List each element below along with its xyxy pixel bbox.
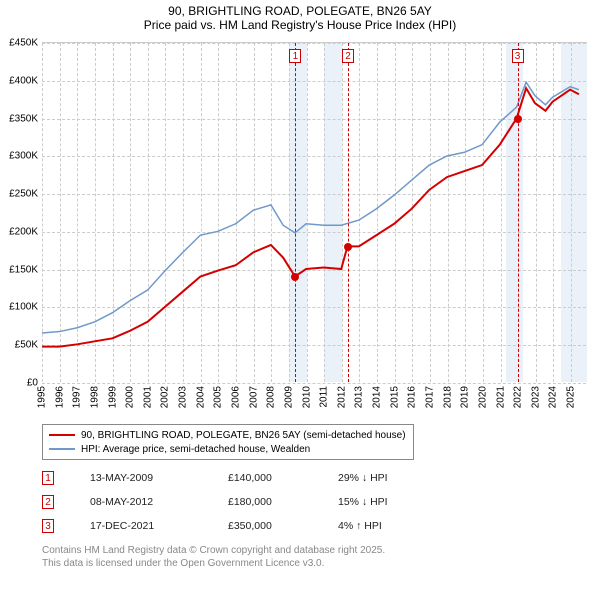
x-axis-label: 2014 bbox=[372, 386, 383, 408]
sale-dot bbox=[514, 115, 522, 123]
sales-row-index: 1 bbox=[42, 471, 54, 485]
x-axis-label: 2016 bbox=[407, 386, 418, 408]
x-axis-label: 2024 bbox=[548, 386, 559, 408]
x-axis-label: 2012 bbox=[336, 386, 347, 408]
x-axis-label: 2000 bbox=[125, 386, 136, 408]
sale-marker-line bbox=[518, 43, 519, 382]
line-plot bbox=[42, 43, 586, 382]
y-axis-label: £50K bbox=[15, 340, 38, 351]
footer-line-1: Contains HM Land Registry data © Crown c… bbox=[42, 544, 385, 557]
titles: 90, BRIGHTLING ROAD, POLEGATE, BN26 5AY … bbox=[0, 0, 600, 32]
x-axis-label: 2015 bbox=[389, 386, 400, 408]
sales-row-delta: 15% ↓ HPI bbox=[338, 496, 458, 508]
x-axis-label: 2003 bbox=[178, 386, 189, 408]
chart-container: 90, BRIGHTLING ROAD, POLEGATE, BN26 5AY … bbox=[0, 0, 600, 590]
x-axis-label: 1996 bbox=[54, 386, 65, 408]
x-axis-label: 2007 bbox=[248, 386, 259, 408]
y-axis-label: £100K bbox=[9, 302, 38, 313]
sales-row-price: £140,000 bbox=[228, 472, 338, 484]
x-axis-label: 2001 bbox=[142, 386, 153, 408]
y-axis-label: £250K bbox=[9, 189, 38, 200]
y-axis-label: £450K bbox=[9, 38, 38, 49]
x-axis-label: 1997 bbox=[72, 386, 83, 408]
x-axis-label: 2023 bbox=[530, 386, 541, 408]
footer-line-2: This data is licensed under the Open Gov… bbox=[42, 557, 385, 570]
y-axis-label: £400K bbox=[9, 75, 38, 86]
sales-row-index: 2 bbox=[42, 495, 54, 509]
sale-marker-box: 3 bbox=[512, 49, 524, 63]
sales-row-price: £350,000 bbox=[228, 520, 338, 532]
title-line-1: 90, BRIGHTLING ROAD, POLEGATE, BN26 5AY bbox=[0, 4, 600, 18]
x-axis-label: 2009 bbox=[283, 386, 294, 408]
x-axis-label: 2004 bbox=[195, 386, 206, 408]
sale-marker-box: 1 bbox=[289, 49, 301, 63]
legend-swatch bbox=[49, 448, 75, 450]
sales-row-price: £180,000 bbox=[228, 496, 338, 508]
x-axis-label: 2022 bbox=[513, 386, 524, 408]
sales-row-index: 3 bbox=[42, 519, 54, 533]
y-axis-label: £200K bbox=[9, 226, 38, 237]
x-axis-label: 2002 bbox=[160, 386, 171, 408]
legend: 90, BRIGHTLING ROAD, POLEGATE, BN26 5AY … bbox=[42, 424, 414, 460]
x-axis-label: 2005 bbox=[213, 386, 224, 408]
legend-label: HPI: Average price, semi-detached house,… bbox=[81, 444, 310, 455]
sale-dot bbox=[291, 273, 299, 281]
y-axis-label: £350K bbox=[9, 113, 38, 124]
series-hpi bbox=[42, 82, 579, 333]
sales-row: 1 13-MAY-2009£140,00029% ↓ HPI bbox=[42, 466, 458, 490]
x-axis-label: 1998 bbox=[89, 386, 100, 408]
x-axis-label: 2017 bbox=[425, 386, 436, 408]
footer: Contains HM Land Registry data © Crown c… bbox=[42, 544, 385, 570]
sale-marker-line bbox=[348, 43, 349, 382]
sales-table: 1 13-MAY-2009£140,00029% ↓ HPI 2 08-MAY-201… bbox=[42, 466, 458, 538]
title-line-2: Price paid vs. HM Land Registry's House … bbox=[0, 18, 600, 32]
x-axis-label: 2018 bbox=[442, 386, 453, 408]
x-axis-label: 2008 bbox=[266, 386, 277, 408]
x-axis-label: 2025 bbox=[566, 386, 577, 408]
x-axis-label: 2020 bbox=[477, 386, 488, 408]
legend-swatch bbox=[49, 434, 75, 436]
x-axis-label: 2013 bbox=[354, 386, 365, 408]
sales-row-date: 13-MAY-2009 bbox=[90, 472, 228, 484]
sales-row-date: 08-MAY-2012 bbox=[90, 496, 228, 508]
sales-row-delta: 4% ↑ HPI bbox=[338, 520, 458, 532]
legend-label: 90, BRIGHTLING ROAD, POLEGATE, BN26 5AY … bbox=[81, 430, 406, 441]
sale-marker-line bbox=[295, 43, 296, 382]
x-axis-label: 2010 bbox=[301, 386, 312, 408]
sales-row: 2 08-MAY-2012£180,00015% ↓ HPI bbox=[42, 490, 458, 514]
x-axis-label: 2011 bbox=[319, 386, 330, 408]
legend-item: HPI: Average price, semi-detached house,… bbox=[49, 442, 407, 456]
y-axis-label: £150K bbox=[9, 264, 38, 275]
sales-row: 3 17-DEC-2021£350,0004% ↑ HPI bbox=[42, 514, 458, 538]
x-axis-label: 2021 bbox=[495, 386, 506, 408]
sales-row-date: 17-DEC-2021 bbox=[90, 520, 228, 532]
sale-dot bbox=[344, 243, 352, 251]
x-axis-label: 1999 bbox=[107, 386, 118, 408]
h-gridline bbox=[42, 383, 586, 384]
series-price_paid bbox=[42, 88, 579, 346]
sales-row-delta: 29% ↓ HPI bbox=[338, 472, 458, 484]
sale-marker-box: 2 bbox=[342, 49, 354, 63]
x-axis-label: 1995 bbox=[37, 386, 48, 408]
legend-item: 90, BRIGHTLING ROAD, POLEGATE, BN26 5AY … bbox=[49, 428, 407, 442]
y-axis-label: £300K bbox=[9, 151, 38, 162]
x-axis-label: 2019 bbox=[460, 386, 471, 408]
chart-area: 123 £0£50K£100K£150K£200K£250K£300K£350K… bbox=[42, 42, 587, 382]
x-axis-label: 2006 bbox=[231, 386, 242, 408]
